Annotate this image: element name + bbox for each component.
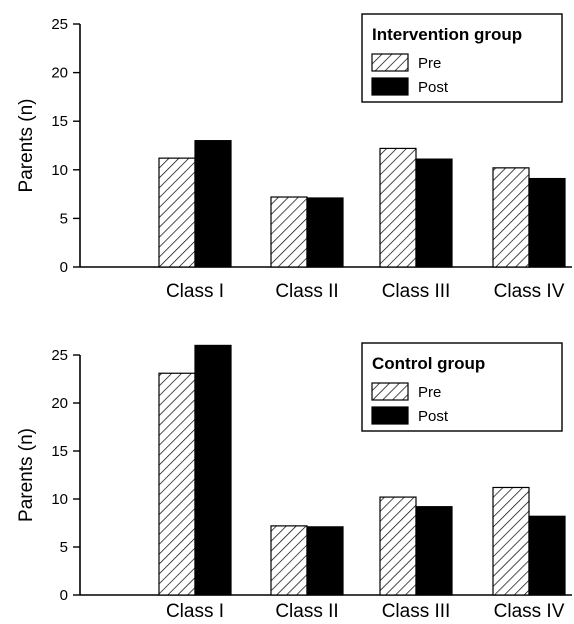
legend-swatch-post bbox=[371, 77, 409, 96]
legend-label-post: Post bbox=[418, 408, 449, 425]
bar-pre-class-i bbox=[158, 157, 196, 268]
bar-pre-class-iii bbox=[379, 496, 417, 596]
x-category-label: Class III bbox=[382, 601, 451, 622]
x-category-label: Class I bbox=[166, 601, 224, 622]
y-tick-label: 15 bbox=[51, 113, 68, 130]
bar-post-class-iv bbox=[528, 177, 566, 268]
legend: Control group Pre Post bbox=[361, 342, 563, 432]
y-tick-label: 0 bbox=[60, 587, 68, 604]
legend-title: Intervention group bbox=[372, 25, 522, 44]
legend-swatch-pre bbox=[371, 382, 409, 401]
y-tick-label: 25 bbox=[51, 347, 68, 364]
y-axis-title: Parents (n) bbox=[16, 428, 37, 522]
bar-post-class-i bbox=[194, 344, 232, 596]
y-tick-label: 20 bbox=[51, 65, 68, 82]
chart-panel-1: 0 5 10 15 20 25 Parents (n) Class I Class II Clas… bbox=[16, 13, 572, 302]
bar-pre-class-i bbox=[158, 372, 196, 596]
legend-swatch-post bbox=[371, 406, 409, 425]
legend-label-pre: Pre bbox=[418, 384, 441, 401]
legend-label-pre: Pre bbox=[418, 55, 441, 72]
x-category-label: Class II bbox=[275, 601, 338, 622]
bar-post-class-iii bbox=[415, 506, 453, 596]
x-category-label: Class IV bbox=[494, 281, 565, 302]
y-axis-title: Parents (n) bbox=[16, 99, 37, 193]
y-tick-label: 10 bbox=[51, 162, 68, 179]
y-tick-label: 5 bbox=[60, 539, 68, 556]
bar-pre-class-iv bbox=[492, 486, 530, 596]
legend-title: Control group bbox=[372, 354, 485, 373]
y-tick-label: 20 bbox=[51, 395, 68, 412]
bar-post-class-iii bbox=[415, 158, 453, 268]
y-tick-label: 5 bbox=[60, 210, 68, 227]
bar-pre-class-ii bbox=[270, 525, 308, 596]
x-category-label: Class III bbox=[382, 281, 451, 302]
legend-swatch-pre bbox=[371, 53, 409, 72]
bar-pre-class-ii bbox=[270, 196, 308, 268]
x-category-label: Class II bbox=[275, 281, 338, 302]
chart-panel-2: 0 5 10 15 20 25 Parents (n) Class I Class II Clas… bbox=[16, 342, 572, 622]
bar-pre-class-iv bbox=[492, 167, 530, 268]
x-category-label: Class IV bbox=[494, 601, 565, 622]
y-tick-label: 10 bbox=[51, 491, 68, 508]
bar-post-class-iv bbox=[528, 515, 566, 596]
legend: Intervention group Pre Post bbox=[361, 13, 563, 103]
y-tick-label: 15 bbox=[51, 443, 68, 460]
y-tick-label: 0 bbox=[60, 259, 68, 276]
x-category-label: Class I bbox=[166, 281, 224, 302]
legend-label-post: Post bbox=[418, 79, 449, 96]
bar-post-class-ii bbox=[306, 197, 344, 268]
bar-post-class-ii bbox=[306, 526, 344, 596]
bar-post-class-i bbox=[194, 140, 232, 268]
bar-pre-class-iii bbox=[379, 147, 417, 268]
y-tick-label: 25 bbox=[51, 16, 68, 33]
